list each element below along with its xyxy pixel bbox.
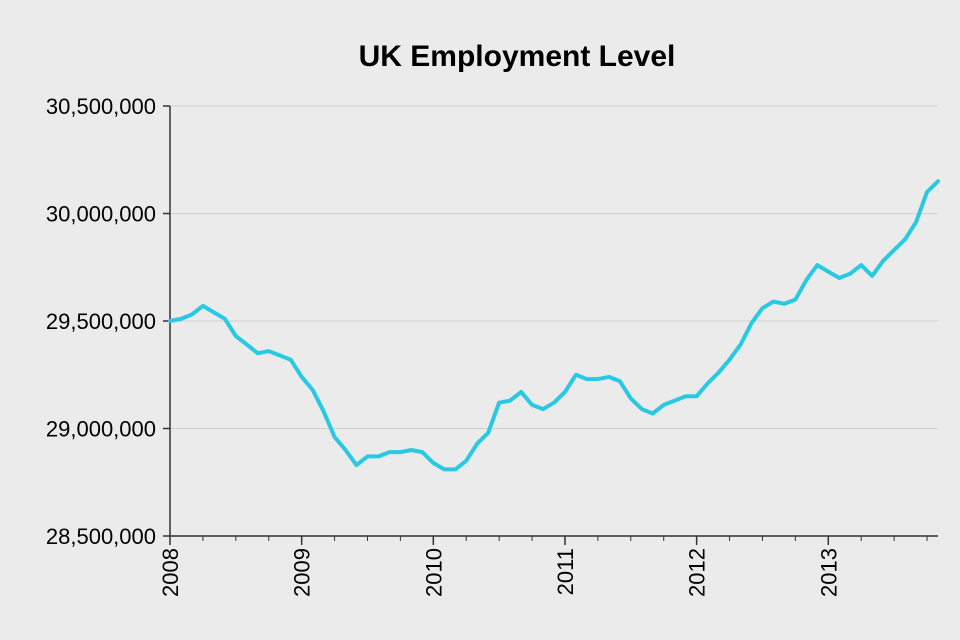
x-tick-label: 2011 [553,548,578,595]
series-line [168,179,940,472]
series-layer [168,179,940,472]
y-tick-label: 30,000,000 [46,202,156,227]
x-tick-label: 2009 [290,548,315,597]
y-tick-label: 28,500,000 [46,524,156,549]
y-tick-label: 29,000,000 [46,417,156,442]
y-tick-label: 29,500,000 [46,309,156,334]
x-tick-label: 2012 [685,548,710,597]
x-tick-label: 2010 [421,548,446,597]
gridlines [170,105,938,429]
chart-title: UK Employment Level [359,40,676,73]
y-tick-label: 30,500,000 [46,94,156,119]
y-axis-ticks: 30,500,000 30,000,000 29,500,000 29,000,000… [46,94,170,549]
x-axis-ticks: 2008 2009 2010 2011 2012 2013 [158,536,928,597]
x-tick-label: 2008 [158,548,183,597]
x-tick-label: 2013 [816,548,841,597]
